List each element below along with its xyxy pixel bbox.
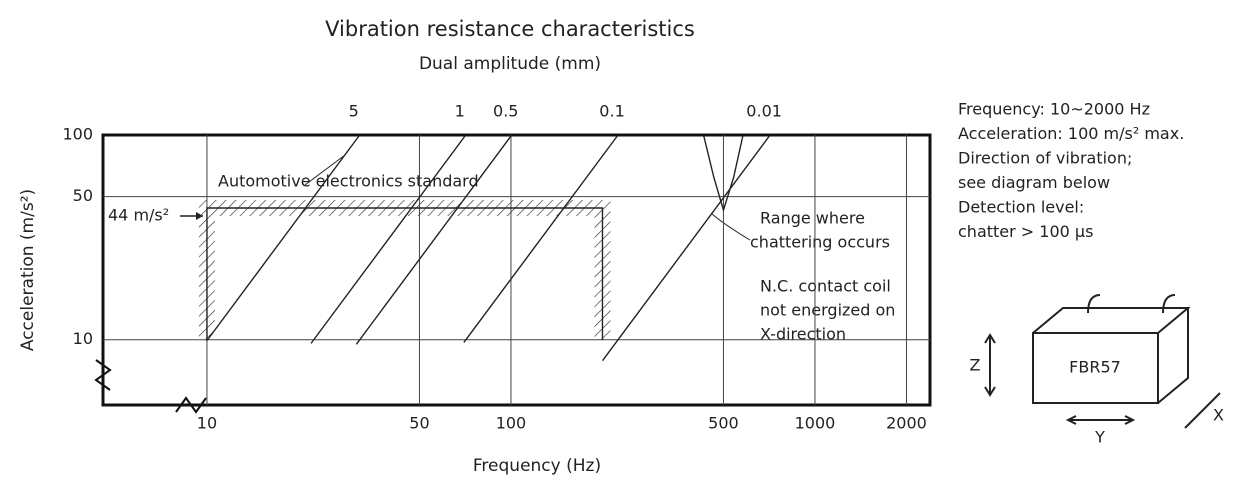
amplitude-line <box>355 134 513 345</box>
annotation: Automotive electronics standard <box>218 172 479 191</box>
diagram-label: X <box>1213 406 1224 425</box>
series-label: 5 <box>349 102 359 121</box>
standard-line <box>206 207 604 340</box>
axis-break <box>175 396 207 414</box>
annotation: X-direction <box>760 325 846 344</box>
leader <box>304 154 346 186</box>
side-note: see diagram below <box>958 173 1110 192</box>
x-tick-label: 1000 <box>795 414 836 433</box>
side-note: Detection level: <box>958 198 1084 217</box>
chart-title: Vibration resistance characteristics <box>325 17 695 41</box>
x-axis-label: Frequency (Hz) <box>473 456 601 476</box>
y-tick-label: 10 <box>73 329 93 348</box>
x-tick-label: 10 <box>197 414 217 433</box>
x-tick-label: 100 <box>496 414 527 433</box>
y-tick-label: 100 <box>62 125 93 144</box>
annotation: 44 m/s² <box>108 206 169 225</box>
axis-break <box>94 359 112 391</box>
amplitude-line <box>206 134 361 342</box>
standard-hatch <box>198 199 611 340</box>
side-note: Direction of vibration; <box>958 149 1132 168</box>
y-axis-label: Acceleration (m/s²) <box>18 189 38 351</box>
series-label: 0.01 <box>746 102 782 121</box>
series-label: 1 <box>455 102 465 121</box>
x-tick-label: 50 <box>409 414 429 433</box>
side-note: Acceleration: 100 m/s² max. <box>958 124 1184 143</box>
y-tick-label: 50 <box>73 186 93 205</box>
chatter-curve <box>702 134 744 213</box>
x-tick-label: 500 <box>708 414 739 433</box>
diagram-label: Z <box>970 356 981 375</box>
annotation: Range where <box>760 209 865 228</box>
side-note: chatter > 100 μs <box>958 222 1093 241</box>
relay-diagram <box>984 294 1221 429</box>
series-label: 0.5 <box>493 102 518 121</box>
annotation: chattering occurs <box>750 233 890 252</box>
amplitude-line <box>310 134 467 344</box>
diagram-label: FBR57 <box>1069 358 1121 377</box>
annotation: N.C. contact coil <box>760 277 891 296</box>
subtitle: Dual amplitude (mm) <box>419 54 601 74</box>
diagram-label: Y <box>1094 428 1105 447</box>
leader <box>711 213 751 241</box>
side-note: Frequency: 10~2000 Hz <box>958 100 1150 119</box>
amplitude-line <box>463 134 619 343</box>
amplitude-line <box>601 134 771 362</box>
series-label: 0.1 <box>599 102 624 121</box>
plot-frame <box>101 133 932 407</box>
x-tick-label: 2000 <box>886 414 927 433</box>
annotation: not energized on <box>760 301 895 320</box>
